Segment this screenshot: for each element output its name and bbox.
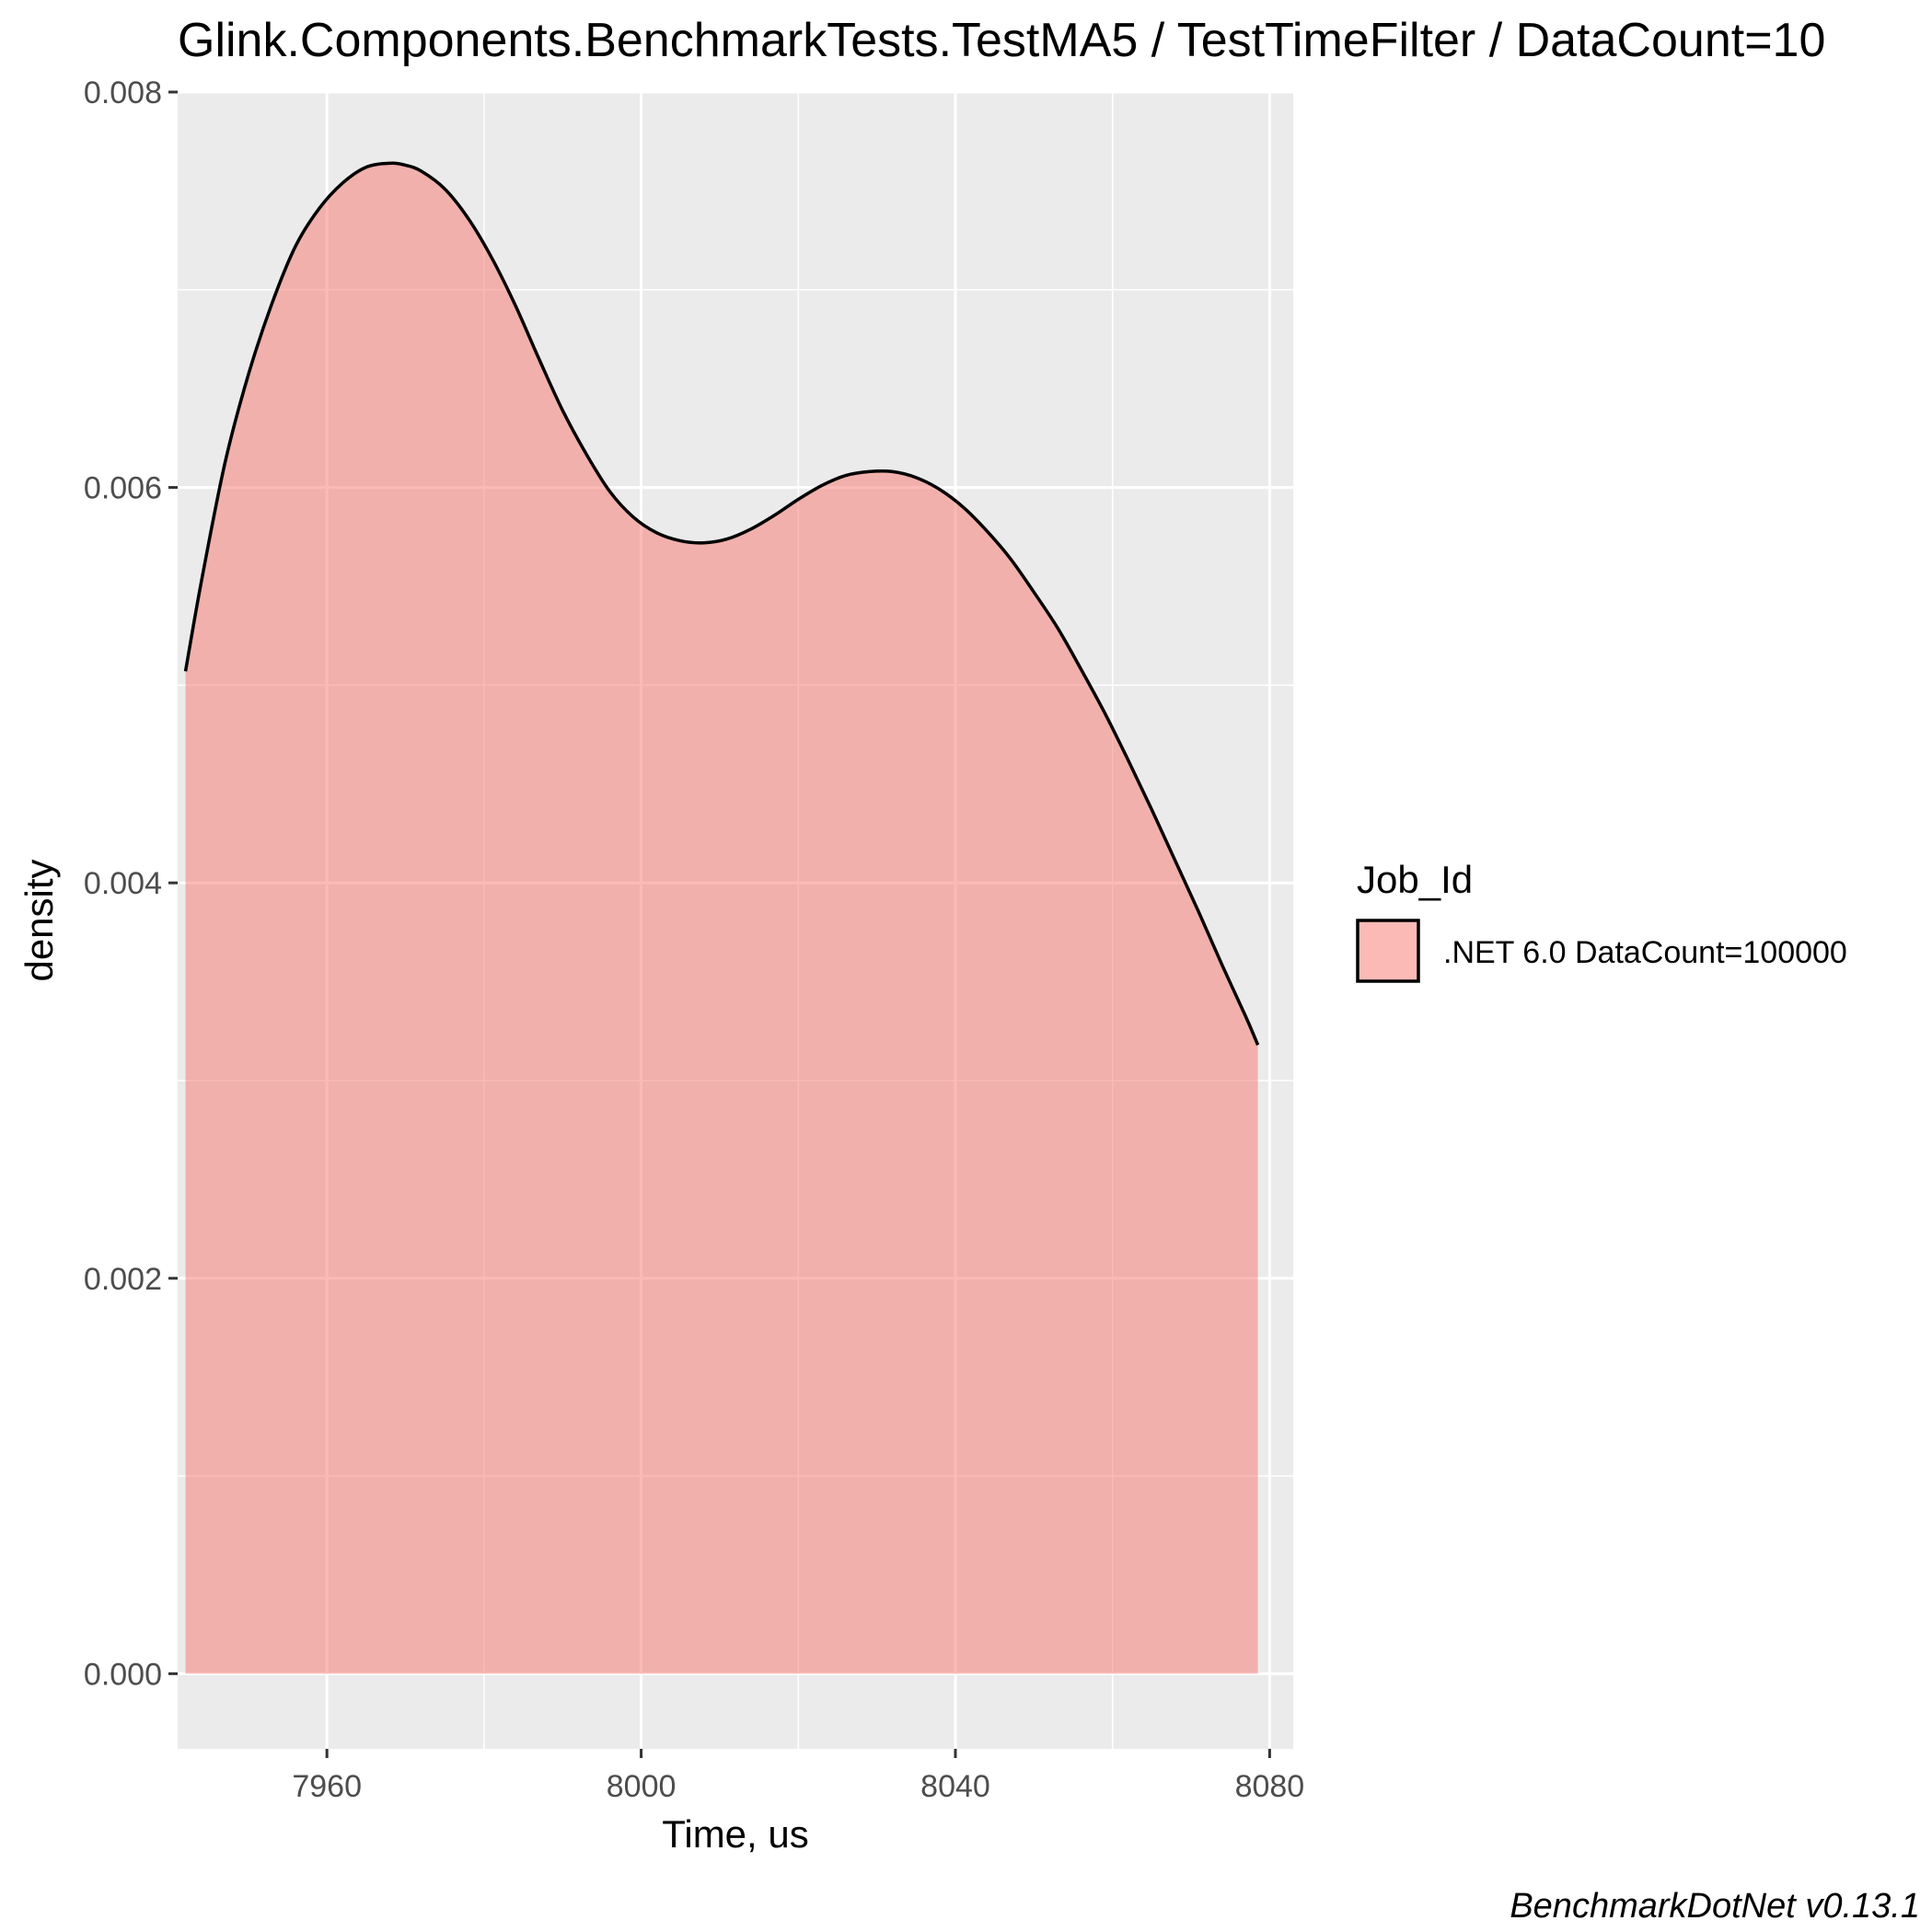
density-curve <box>183 161 1260 1047</box>
y-tick-label: 0.002 <box>84 1262 162 1297</box>
x-tick-label: 7960 <box>292 1769 362 1804</box>
y-tick-label: 0.000 <box>84 1657 162 1692</box>
y-tick-label: 0.004 <box>84 866 162 901</box>
x-tick-label: 8080 <box>1235 1769 1305 1804</box>
density-area <box>185 163 1258 1674</box>
density-layer <box>183 161 1260 1674</box>
legend-title: Job_Id <box>1357 858 1473 901</box>
x-axis-title: Time, us <box>662 1812 808 1856</box>
chart-title: Glink.Components.BenchmarkTests.TestMA5 … <box>178 14 1825 67</box>
y-axis: 0.000 0.002 0.004 0.006 0.008 <box>84 75 178 1692</box>
x-tick-label: 8040 <box>920 1769 990 1804</box>
x-axis: 7960 8000 8040 8080 <box>292 1749 1304 1804</box>
x-tick-label: 8000 <box>607 1769 677 1804</box>
legend-key-swatch <box>1356 919 1420 983</box>
caption: BenchmarkDotNet v0.13.1 <box>1510 1887 1920 1926</box>
y-tick-label: 0.006 <box>84 471 162 506</box>
legend-label: .NET 6.0 DataCount=100000 <box>1443 935 1847 970</box>
y-axis-title: density <box>17 859 61 981</box>
y-tick-label: 0.008 <box>84 75 162 110</box>
legend: Job_Id .NET 6.0 DataCount=100000 <box>1356 858 1847 983</box>
